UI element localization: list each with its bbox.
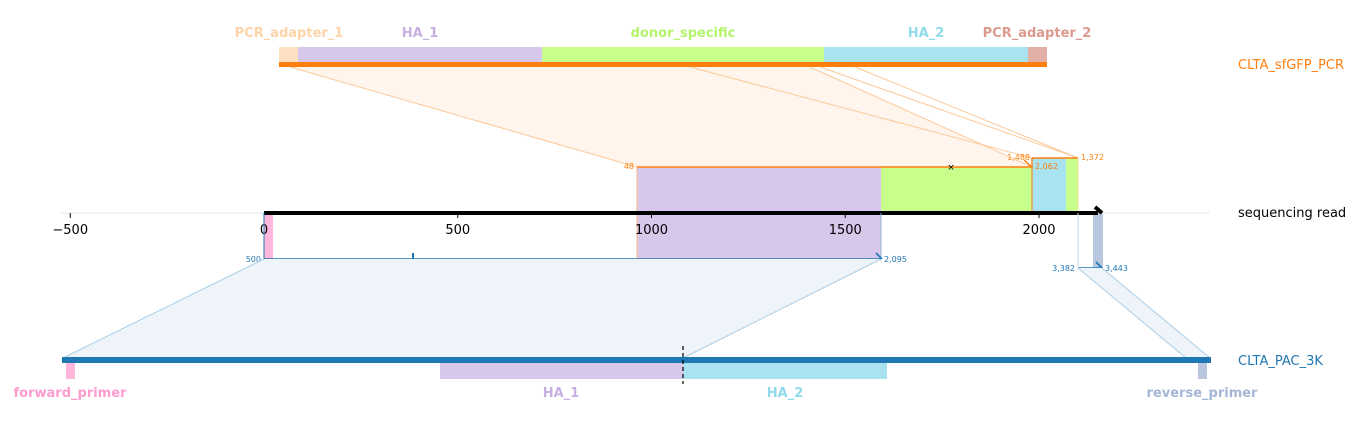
bottom-reference: forward_primer HA_1 HA_2 reverse_primer … [14, 346, 1323, 401]
pcr-adapter-1-label: PCR_adapter_1 [235, 26, 344, 41]
axis-tick-label-5: 2000 [1022, 223, 1055, 238]
pcr-alignment-lines: × 48 1,488 2,062 1,372 [624, 153, 1104, 259]
read-donor-shade [881, 167, 1032, 213]
read-donor-shade-end [1066, 158, 1078, 213]
sequencing-read: sequencing read −500 0 500 1000 1500 2000 [52, 205, 1346, 238]
pcr-projection-edge-end2 [819, 66, 1079, 159]
read-forward-primer-shade [264, 213, 273, 259]
pac-projection-end-edge-right [1101, 267, 1211, 359]
pac-end-label: 2,095 [884, 255, 907, 264]
pac-projection [62, 258, 1211, 359]
bottom-reference-name: CLTA_PAC_3K [1238, 354, 1323, 369]
pac-alignment-arrow [875, 252, 883, 260]
bottom-ha2-label: HA_2 [767, 386, 804, 401]
top-ha1-block [298, 47, 542, 63]
read-reverse-primer-shade [1093, 213, 1103, 268]
pcr-adapter-2-block [1028, 47, 1047, 63]
pcr-adapter-1-block [279, 47, 298, 63]
pac-projection-edge-right [682, 258, 882, 359]
reverse-primer-label: reverse_primer [1147, 386, 1259, 401]
read-name: sequencing read [1238, 206, 1346, 221]
forward-primer-block [66, 363, 75, 379]
pac-end2-end-label: 3,443 [1105, 264, 1128, 273]
pcr-end-label: 1,488 [1007, 153, 1030, 162]
pcr-projection-edge-right [809, 66, 1033, 168]
top-ha1-label: HA_1 [402, 26, 439, 41]
pcr-projection-edge-left [289, 66, 638, 168]
pac-projection-edge-left [62, 258, 265, 359]
pcr-projection-main [290, 67, 1032, 167]
bottom-ha1-label: HA_1 [543, 386, 580, 401]
read-ha2-shade [1032, 158, 1066, 213]
top-reference: PCR_adapter_1 HA_1 donor_specific HA_2 P… [235, 26, 1344, 73]
pac-projection-main [63, 259, 881, 358]
bottom-ha2-block [683, 363, 887, 379]
top-ha2-block [824, 47, 1028, 63]
top-reference-name: CLTA_sfGFP_PCR [1238, 58, 1344, 73]
pcr-end2-start-label: 2,062 [1035, 162, 1058, 171]
pcr-end2-end-label: 1,372 [1081, 153, 1104, 162]
forward-primer-label: forward_primer [14, 386, 128, 401]
pac-end2-start-label: 3,382 [1052, 264, 1075, 273]
axis-tick-label-0: −500 [52, 223, 88, 238]
pcr-alignment-arrow [1023, 158, 1033, 169]
pcr-projection [289, 66, 1079, 168]
top-ha2-label: HA_2 [908, 26, 945, 41]
pac-projection-end-edge-left [1077, 267, 1187, 359]
axis-tick-label-4: 1500 [829, 223, 862, 238]
axis-tick-label-2: 500 [445, 223, 470, 238]
top-reference-bar [279, 62, 1047, 67]
pcr-projection-edge-mid [689, 66, 1033, 159]
donor-specific-label: donor_specific [631, 26, 736, 41]
bottom-reference-bar [62, 357, 1211, 363]
pac-start-label: 500 [246, 255, 261, 264]
axis-tick-label-3: 1000 [635, 223, 668, 238]
read-arrow-head [1093, 205, 1104, 215]
pac-alignment-end-arrow [1095, 261, 1103, 269]
bottom-ha1-block [440, 363, 683, 379]
pac-projection-end [1078, 268, 1210, 358]
donor-specific-block [542, 47, 824, 63]
read-axis-ticks: −500 0 500 1000 1500 2000 [52, 213, 1056, 238]
pcr-mismatch-marker: × [947, 163, 955, 173]
reverse-primer-block [1198, 363, 1207, 379]
pcr-adapter-2-label: PCR_adapter_2 [983, 26, 1092, 41]
pcr-projection-edge-end [854, 66, 1079, 159]
pcr-start-label: 48 [624, 162, 634, 171]
